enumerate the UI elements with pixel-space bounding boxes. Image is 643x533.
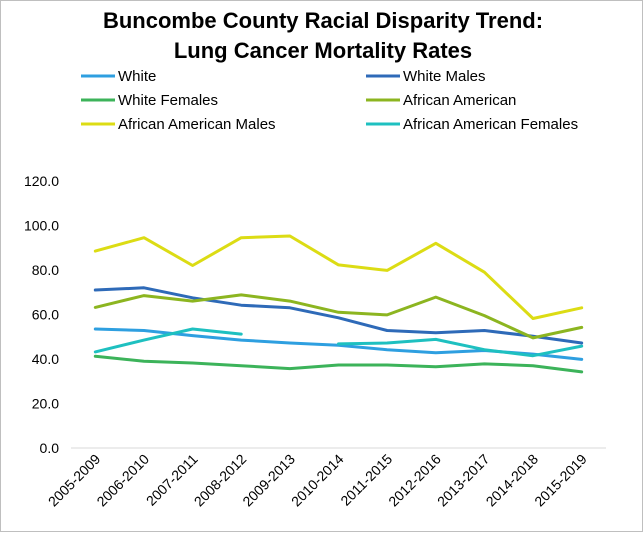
chart-title-line-1: Buncombe County Racial Disparity Trend: xyxy=(103,8,543,33)
y-tick-label: 0.0 xyxy=(40,440,60,456)
axes: 0.020.040.060.080.0100.0120.02005-200920… xyxy=(24,173,606,509)
series-line-5 xyxy=(337,337,584,358)
y-tick-label: 80.0 xyxy=(32,262,59,278)
legend-label-5: African American Females xyxy=(403,116,578,133)
x-tick-label: 2006-2010 xyxy=(93,451,152,510)
legend: White White Males White Females African Ame… xyxy=(81,68,578,133)
y-tick-label: 60.0 xyxy=(32,307,59,323)
legend-label-1: White Males xyxy=(403,68,486,85)
chart-title-line-2: Lung Cancer Mortality Rates xyxy=(174,38,472,63)
series-lines xyxy=(93,234,584,374)
x-tick-label: 2010-2014 xyxy=(288,451,347,510)
series-line-1 xyxy=(93,286,584,345)
series-line-4 xyxy=(93,234,584,320)
y-tick-label: 100.0 xyxy=(24,218,59,234)
x-tick-label: 2015-2019 xyxy=(531,451,590,510)
series-line-2 xyxy=(93,354,584,374)
series-line-5 xyxy=(93,327,243,354)
y-tick-label: 120.0 xyxy=(24,173,59,189)
legend-label-2: White Females xyxy=(118,92,218,109)
legend-label-3: African American xyxy=(403,92,516,109)
legend-label-0: White xyxy=(118,68,156,85)
legend-label-4: African American Males xyxy=(118,116,276,133)
series-line-3 xyxy=(93,293,584,340)
y-tick-label: 20.0 xyxy=(32,396,59,412)
y-tick-label: 40.0 xyxy=(32,351,59,367)
